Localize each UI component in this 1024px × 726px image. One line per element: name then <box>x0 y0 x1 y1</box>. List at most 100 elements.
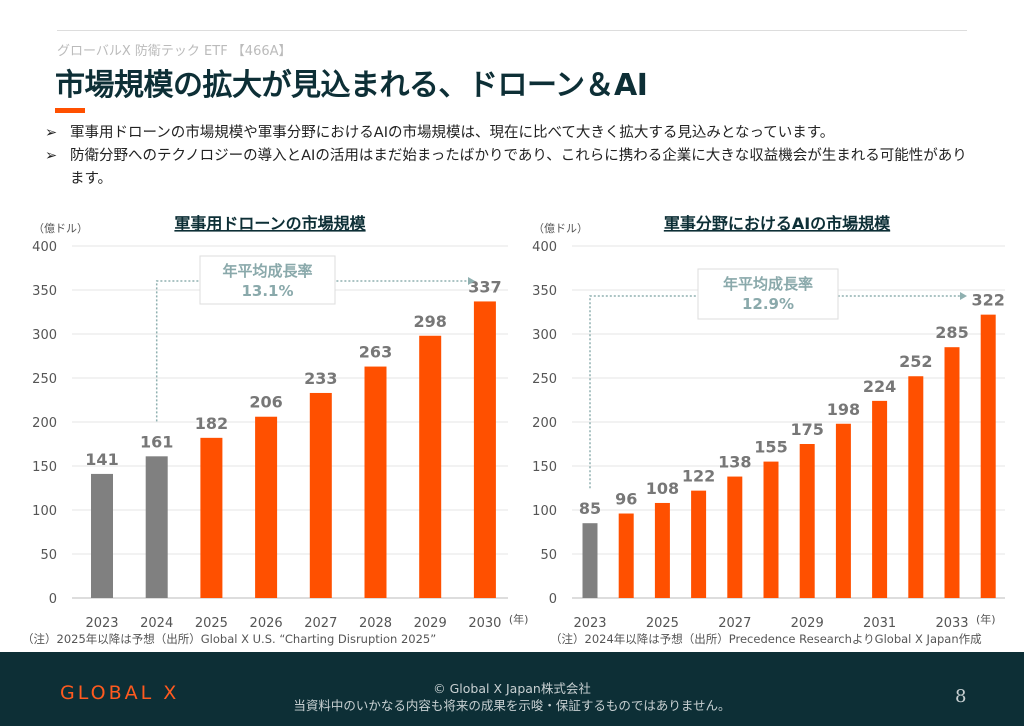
x-tick-label: 2027 <box>718 616 751 631</box>
cagr-value: 12.9% <box>742 295 794 313</box>
x-tick-label: 2030 <box>468 616 501 631</box>
y-tick-label: 50 <box>540 548 557 563</box>
data-label: 337 <box>468 277 501 296</box>
global-x-logo: GLOBAL X <box>60 682 180 704</box>
x-tick-label: 2026 <box>250 616 283 631</box>
bar <box>908 376 924 598</box>
data-label: 85 <box>579 499 601 518</box>
data-label: 198 <box>827 400 860 419</box>
y-tick-label: 0 <box>49 592 57 607</box>
charts: 軍事用ドローンの市場規模 （億ドル） 0 50 100 150 200 250 300 350 40… <box>32 214 1005 631</box>
data-label: 138 <box>718 453 751 472</box>
y-tick-label: 250 <box>32 372 57 387</box>
bar <box>364 366 387 598</box>
cagr-label: 年平均成長率 <box>222 262 312 280</box>
data-label: 263 <box>359 343 392 362</box>
bar <box>980 314 996 598</box>
footer-copyright: © Global X Japan株式会社 当資料中のいかなる内容も将来の成果を示唆… <box>293 681 731 713</box>
bar <box>944 347 960 598</box>
arrow-bullet-icon: ➢ <box>45 125 58 141</box>
data-label: 161 <box>140 432 173 451</box>
bar <box>91 473 113 598</box>
fund-subtitle: グローバルX 防衛テック ETF 【466A】 <box>57 44 292 59</box>
bar <box>618 513 634 598</box>
page-title: 市場規模の拡大が見込まれる、ドローン＆AI <box>55 68 648 103</box>
bar <box>835 423 851 598</box>
y-axis-unit: （億ドル） <box>533 222 588 235</box>
bullet-item: ➢ 防衛分野へのテクノロジーの導入とAIの活用はまだ始まったばかりであり、これらに… <box>45 145 970 191</box>
x-tick-label: 2027 <box>304 616 337 631</box>
data-label: 96 <box>615 490 637 509</box>
bar <box>872 400 888 598</box>
cagr-value: 13.1% <box>241 282 293 300</box>
footer: GLOBAL X © Global X Japan株式会社 当資料中のいかなる内容… <box>0 652 1024 726</box>
x-tick-label: 2025 <box>646 616 679 631</box>
bullet-item: ➢ 軍事用ドローンの市場規模や軍事分野におけるAIの市場規模は、現在に比べて大きく… <box>45 122 970 145</box>
bar <box>419 335 442 598</box>
bar <box>654 502 670 598</box>
bullet-list: ➢ 軍事用ドローンの市場規模や軍事分野におけるAIの市場規模は、現在に比べて大きく… <box>45 122 970 191</box>
x-tick-label: 2028 <box>359 616 392 631</box>
bar <box>582 523 598 598</box>
y-tick-label: 300 <box>32 328 57 343</box>
chart-title: 軍事分野におけるAIの市場規模 <box>664 214 891 233</box>
data-label: 206 <box>249 393 282 412</box>
x-tick-label: 2023 <box>573 616 606 631</box>
data-label: 224 <box>863 377 896 396</box>
title-accent <box>55 108 85 113</box>
x-tick-label: 2029 <box>791 616 824 631</box>
y-tick-label: 150 <box>532 460 557 475</box>
bar <box>145 456 168 598</box>
y-axis-unit: （億ドル） <box>33 222 88 235</box>
y-tick-label: 400 <box>32 240 57 255</box>
bar <box>763 461 779 598</box>
y-tick-label: 200 <box>32 416 57 431</box>
x-tick-label: 2033 <box>935 616 968 631</box>
x-tick-label: 2031 <box>863 616 896 631</box>
data-label: 233 <box>304 369 337 388</box>
data-label: 322 <box>971 291 1004 310</box>
bar <box>473 301 496 598</box>
arrow-bullet-icon: ➢ <box>45 148 58 164</box>
x-tick-label: 2025 <box>195 616 228 631</box>
x-axis-unit: (年) <box>509 612 529 626</box>
cagr-connector <box>155 280 468 422</box>
y-tick-label: 0 <box>549 592 557 607</box>
y-tick-label: 150 <box>32 460 57 475</box>
data-label: 252 <box>899 352 932 371</box>
chart-note-left: （注）2025年以降は予想（出所）Global X U.S. “Charting… <box>22 632 437 646</box>
y-tick-label: 100 <box>32 504 57 519</box>
bar <box>255 416 278 598</box>
y-tick-label: 50 <box>40 548 57 563</box>
data-label: 175 <box>790 420 823 439</box>
data-label: 122 <box>682 467 715 486</box>
y-tick-label: 250 <box>532 372 557 387</box>
arrow-head-icon <box>468 277 475 285</box>
arrow-head-icon <box>960 292 967 300</box>
data-label: 108 <box>646 479 679 498</box>
bar <box>799 444 815 598</box>
y-tick-label: 350 <box>32 284 57 299</box>
cagr-callout <box>697 268 839 320</box>
x-axis-unit: (年) <box>976 612 996 626</box>
data-label: 298 <box>413 312 446 331</box>
chart-note-right: （注）2024年以降は予想（出所）Precedence ResearchよりGl… <box>550 632 982 646</box>
bar <box>309 392 332 598</box>
bar <box>691 490 707 598</box>
y-tick-label: 200 <box>532 416 557 431</box>
y-tick-label: 400 <box>532 240 557 255</box>
cagr-callout <box>199 255 336 305</box>
bar <box>200 437 223 598</box>
y-tick-label: 100 <box>532 504 557 519</box>
chart-title: 軍事用ドローンの市場規模 <box>174 214 366 233</box>
data-label: 182 <box>195 414 228 433</box>
cagr-connector <box>589 295 960 489</box>
y-tick-label: 350 <box>532 284 557 299</box>
data-label: 141 <box>85 450 118 469</box>
data-label: 155 <box>754 438 787 457</box>
x-tick-label: 2024 <box>140 616 173 631</box>
data-label: 285 <box>935 323 968 342</box>
page-number: 8 <box>955 686 967 707</box>
bar <box>727 476 743 598</box>
top-divider <box>57 30 967 31</box>
